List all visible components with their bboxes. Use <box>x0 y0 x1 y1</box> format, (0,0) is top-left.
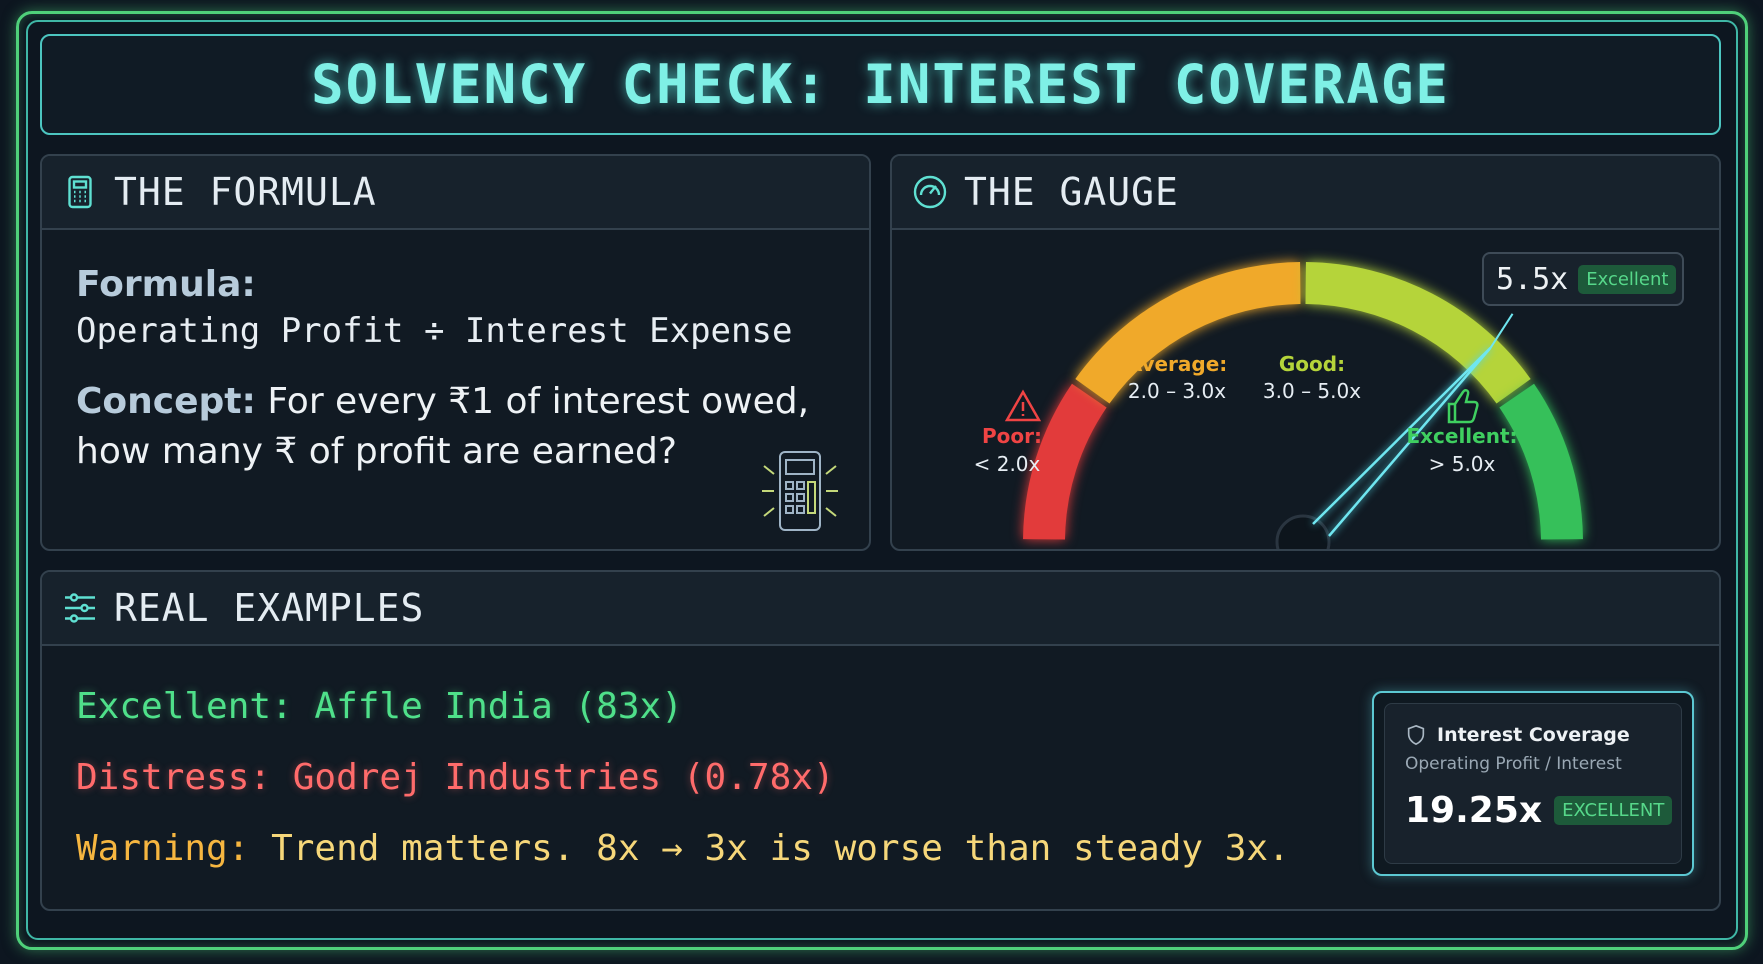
zone-range-average: 2.0 – 3.0x <box>1127 379 1227 403</box>
examples-panel-header: REAL EXAMPLES <box>42 572 1719 646</box>
page-title: SOLVENCY CHECK: INTEREST COVERAGE <box>311 53 1450 116</box>
calculator-icon <box>68 175 92 209</box>
gauge-value: 5.5x <box>1496 261 1569 297</box>
examples-heading: REAL EXAMPLES <box>114 586 425 630</box>
concept-text: Concept: For every ₹1 of interest owed, … <box>76 377 835 477</box>
card-subtitle: Operating Profit / Interest <box>1405 754 1622 774</box>
formula-panel-header: THE FORMULA <box>42 156 869 230</box>
example-distress: Distress: Godrej Industries (0.78x) <box>76 757 835 798</box>
gauge-panel: THE GAUGE Poor: < 2.0x Average: 2.0 – 3.… <box>890 154 1721 551</box>
gauge-needle-hub <box>1275 514 1331 549</box>
formula-panel: THE FORMULA Formula: Operating Profit ÷ … <box>40 154 871 551</box>
card-badge: EXCELLENT <box>1554 796 1673 825</box>
gauge-chart <box>1004 262 1583 549</box>
gauge-segment-poor <box>1023 383 1107 540</box>
zone-label-good: Good: <box>1278 352 1346 376</box>
zone-label-excellent: Excellent: <box>1406 424 1518 448</box>
warning-text: Trend matters. 8x → 3x is worse than ste… <box>249 828 1290 869</box>
zone-range-excellent: > 5.0x <box>1428 452 1496 476</box>
zone-range-poor: < 2.0x <box>973 452 1041 476</box>
calculator-illustration-icon <box>762 451 838 531</box>
gauge-value-callout: 5.5x Excellent <box>1482 252 1684 306</box>
gauge-segment-excellent <box>1499 383 1583 540</box>
card-value: 19.25x <box>1405 790 1543 831</box>
inner-frame <box>26 20 1738 940</box>
formula-text: Operating Profit ÷ Interest Expense <box>76 311 793 351</box>
zone-label-average: Average: <box>1126 352 1228 376</box>
gauge-segment-average <box>1075 262 1301 404</box>
formula-label: Formula: <box>76 264 256 305</box>
title-banner: SOLVENCY CHECK: INTEREST COVERAGE <box>40 34 1721 135</box>
thumbs-up-icon <box>1447 389 1479 424</box>
formula-heading: THE FORMULA <box>114 170 377 214</box>
warning-icon <box>1004 389 1042 422</box>
callout-leader-line <box>1489 313 1514 349</box>
example-warning: Warning: Trend matters. 8x → 3x is worse… <box>76 828 1290 869</box>
example-excellent: Excellent: Affle India (83x) <box>76 686 683 727</box>
gauge-heading: THE GAUGE <box>964 170 1179 214</box>
sliders-icon <box>65 593 95 623</box>
zone-range-good: 3.0 – 5.0x <box>1262 379 1362 403</box>
warning-label: Warning: <box>76 828 250 869</box>
gauge-value-badge: Excellent <box>1578 264 1677 294</box>
concept-label: Concept: <box>76 381 256 422</box>
shield-icon <box>1407 724 1425 746</box>
gauge-panel-header: THE GAUGE <box>892 156 1719 230</box>
interest-coverage-card: Interest Coverage Operating Profit / Int… <box>1372 691 1694 876</box>
zone-label-poor: Poor: <box>982 424 1042 448</box>
outer-frame <box>16 11 1748 950</box>
speedometer-icon <box>913 175 947 209</box>
concept-body: For every ₹1 of interest owed, how many … <box>76 381 810 472</box>
card-title: Interest Coverage <box>1437 724 1630 746</box>
